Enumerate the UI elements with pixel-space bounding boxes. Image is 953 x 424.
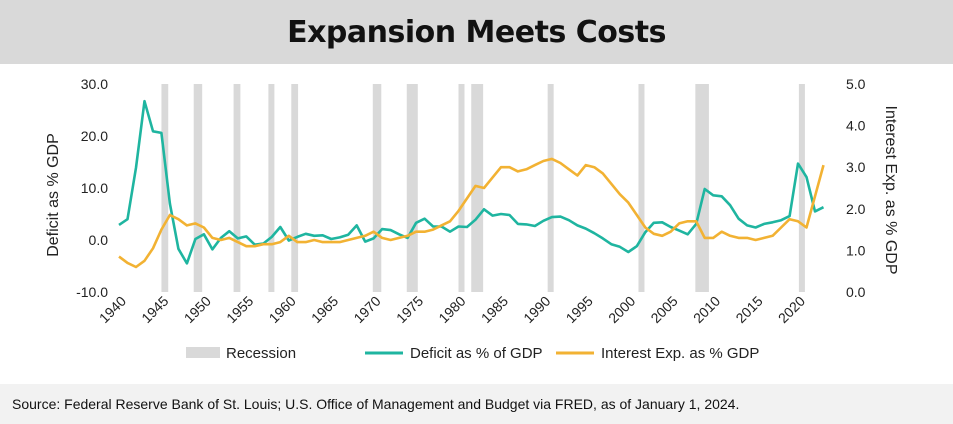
x-tick-label: 2015 <box>732 293 765 326</box>
recession-band <box>458 84 465 292</box>
legend-recession-swatch <box>186 347 220 358</box>
y2-tick-label: 0.0 <box>846 284 866 300</box>
x-tick-label: 1965 <box>308 293 341 326</box>
legend-deficit-label: Deficit as % of GDP <box>410 345 543 362</box>
recession-band <box>471 84 484 292</box>
legend-recession-label: Recession <box>226 345 296 362</box>
x-tick-label: 1985 <box>478 293 511 326</box>
left-axis-ticks: 30.0 20.0 10.0 0.0 -10.0 <box>76 76 108 300</box>
x-tick-label: 1950 <box>181 293 214 326</box>
x-tick-label: 2020 <box>775 293 808 326</box>
chart-title: Expansion Meets Costs <box>287 14 666 50</box>
x-tick-label: 1995 <box>563 293 596 326</box>
x-tick-label: 2000 <box>605 293 638 326</box>
source-note: Source: Federal Reserve Bank of St. Loui… <box>12 396 740 412</box>
legend: Recession Deficit as % of GDP Interest E… <box>186 345 759 362</box>
recession-band <box>161 84 169 292</box>
y-tick-label: 30.0 <box>81 76 108 92</box>
x-tick-label: 1945 <box>138 293 171 326</box>
y-tick-label: 20.0 <box>81 128 108 144</box>
x-tick-label: 1970 <box>350 293 383 326</box>
y-tick-label: -10.0 <box>76 284 108 300</box>
recession-band <box>798 84 805 292</box>
x-tick-label: 1975 <box>393 293 426 326</box>
recession-band <box>638 84 645 292</box>
x-tick-label: 2010 <box>690 293 723 326</box>
y-axis-title: Deficit as % GDP <box>45 133 62 257</box>
source-footer: Source: Federal Reserve Bank of St. Loui… <box>0 384 953 424</box>
y2-tick-label: 4.0 <box>846 118 866 134</box>
recession-band <box>268 84 275 292</box>
recession-band <box>291 84 299 292</box>
recession-band <box>193 84 203 292</box>
y2-tick-label: 5.0 <box>846 76 866 92</box>
x-tick-label: 1990 <box>520 293 553 326</box>
recession-band <box>695 84 709 292</box>
y2-tick-label: 2.0 <box>846 201 866 217</box>
interest-series-line <box>118 157 825 269</box>
y2-tick-label: 3.0 <box>846 159 866 175</box>
deficit-series-line <box>118 99 825 265</box>
recession-band <box>406 84 418 292</box>
y-tick-label: 10.0 <box>81 180 108 196</box>
y2-tick-label: 1.0 <box>846 242 866 258</box>
right-axis-ticks: 5.0 4.0 3.0 2.0 1.0 0.0 <box>846 76 866 300</box>
x-tick-label: 1980 <box>435 293 468 326</box>
recession-band <box>372 84 382 292</box>
y2-axis-title: Interest Exp. as % GDP <box>882 106 899 275</box>
recession-bands <box>161 84 805 292</box>
series-lines <box>118 99 825 269</box>
x-axis-ticks: 1940 1945 1950 1955 1960 1965 1970 1975 1980 1985… <box>96 293 808 326</box>
chart: 30.020.010.00.0-10.0 5.04.03.02.01.00.0 … <box>45 76 899 362</box>
x-tick-label: 1955 <box>223 293 256 326</box>
x-tick-label: 2005 <box>647 293 680 326</box>
legend-interest-label: Interest Exp. as % GDP <box>601 345 759 362</box>
recession-band <box>233 84 241 292</box>
title-bar: Expansion Meets Costs <box>0 0 953 64</box>
recession-band <box>547 84 554 292</box>
y-tick-label: 0.0 <box>89 232 109 248</box>
x-tick-label: 1960 <box>266 293 299 326</box>
